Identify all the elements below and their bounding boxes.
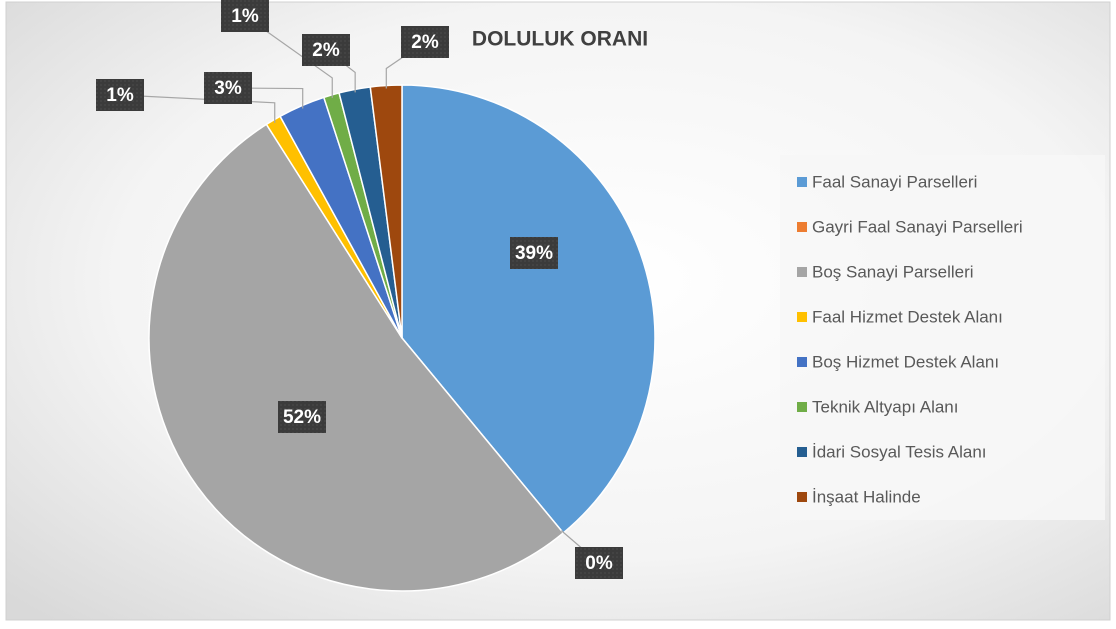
legend-label: Boş Sanayi Parselleri: [812, 262, 974, 281]
data-label: 1%: [231, 6, 259, 27]
pie-slice: [401, 84, 656, 534]
legend-swatch: [797, 357, 807, 367]
data-label: 2%: [312, 40, 340, 61]
legend-label: Faal Hizmet Destek Alanı: [812, 307, 1003, 326]
leader-line: [244, 15, 333, 98]
data-label-box: [510, 237, 558, 269]
data-label-box: [204, 72, 252, 104]
chart-title: DOLULUK ORANI: [472, 28, 648, 51]
legend-label: Faal Sanayi Parselleri: [812, 172, 977, 191]
leader-line: [227, 87, 304, 109]
data-label: 0%: [585, 553, 613, 574]
legend-swatch: [797, 267, 807, 277]
legend-swatch: [797, 447, 807, 457]
data-label-box: [96, 79, 144, 111]
data-label: 39%: [515, 243, 553, 264]
data-label: 2%: [411, 32, 439, 53]
data-label-box: [278, 401, 326, 433]
legend-swatch: [797, 402, 807, 412]
data-label-box: [302, 34, 350, 66]
leader-line: [119, 94, 276, 123]
legend-background: [780, 155, 1105, 520]
data-label-box: [401, 26, 449, 58]
legend-label: İdari Sosyal Tesis Alanı: [812, 442, 987, 461]
legend-swatch: [797, 492, 807, 502]
data-label: 3%: [214, 78, 242, 99]
legend-label: İnşaat Halinde: [812, 487, 921, 506]
legend-label: Boş Hizmet Destek Alanı: [812, 352, 999, 371]
data-label: 52%: [283, 407, 321, 428]
legend-label: Teknik Altyapı Alanı: [812, 397, 958, 416]
data-label: 1%: [106, 85, 134, 106]
data-label-box: [221, 0, 269, 32]
legend-swatch: [797, 312, 807, 322]
data-label-box: [575, 547, 623, 579]
legend-swatch: [797, 222, 807, 232]
legend-swatch: [797, 177, 807, 187]
pie-slice: [148, 123, 565, 592]
legend-label: Gayri Faal Sanayi Parselleri: [812, 217, 1023, 236]
